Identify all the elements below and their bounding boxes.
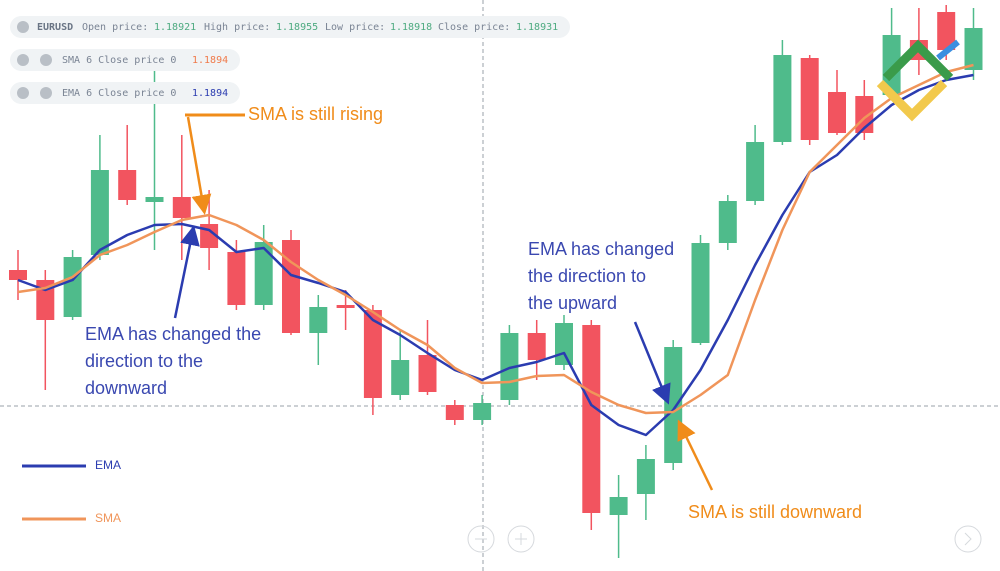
annotation: SMA is still downward [688, 502, 862, 522]
symbol: EURUSD [37, 22, 73, 33]
legend: EMA SMA [22, 458, 121, 525]
annotation: the upward [528, 293, 617, 313]
open-label: Open price: [82, 22, 148, 33]
line-sma [17, 63, 974, 415]
candle-body [63, 257, 82, 317]
low-value: 1.18918 [390, 22, 432, 33]
indicator-pill [10, 49, 240, 71]
annotation-arrow [173, 225, 200, 319]
open-value: 1.18921 [154, 22, 196, 33]
annotation-arrow [186, 116, 212, 215]
candle-body [418, 355, 437, 392]
legend-label: EMA [95, 458, 121, 472]
legend-label: SMA [95, 511, 121, 525]
candle-body [445, 405, 464, 420]
candle-body [582, 325, 601, 513]
candle-body [718, 201, 737, 243]
candle-body [309, 307, 328, 333]
candle-body [609, 497, 628, 515]
candle-body [800, 58, 819, 140]
indicator-list: SMA 6 Close price 0 1.1894 EMA 6 Close pri… [10, 49, 240, 104]
settings-icon[interactable] [40, 87, 52, 99]
candle-body [282, 240, 300, 333]
candle-body [555, 323, 573, 365]
candle-body [691, 243, 710, 343]
candle-body [9, 270, 27, 280]
annotations: SMA is still rising EMA has changed the di… [85, 104, 862, 522]
candle-body [391, 360, 410, 395]
candle-body [746, 142, 765, 201]
settings-icon[interactable] [17, 21, 29, 33]
high-value: 1.18955 [276, 22, 318, 33]
annotation-arrow [633, 321, 671, 405]
candle-body [90, 170, 109, 255]
candle-body [336, 305, 355, 308]
annotation: the direction to [528, 266, 646, 286]
annotation: EMA has changed the [85, 324, 261, 344]
candle-body [937, 12, 956, 50]
high-label: High price: [204, 22, 270, 33]
candle-body [527, 333, 546, 360]
indicator-value: 1.1894 [192, 55, 228, 66]
candle-body [664, 347, 683, 463]
annotation: SMA is still rising [248, 104, 383, 124]
candle-body [227, 252, 246, 305]
indicator-value: 1.1894 [192, 88, 228, 99]
candle-body [882, 35, 901, 95]
indicator-label: SMA 6 Close price 0 [62, 55, 176, 66]
candle-body [118, 170, 137, 200]
zoom-in-button[interactable] [507, 525, 535, 553]
candle-body [254, 242, 273, 305]
header-pill [10, 16, 570, 38]
candle-body [964, 28, 983, 70]
plot-area [9, 5, 983, 558]
annotation: direction to the [85, 351, 203, 371]
logo [876, 39, 960, 122]
annotation-arrow [677, 419, 714, 491]
remove-icon[interactable] [17, 87, 29, 99]
candle-body [36, 280, 55, 320]
candle-body [636, 459, 655, 494]
close-label: Close price: [438, 22, 510, 33]
candle-body [145, 197, 164, 202]
indicator-pill [10, 82, 240, 104]
indicator-label: EMA 6 Close price 0 [62, 88, 176, 99]
icon [515, 533, 527, 545]
candle-body [172, 197, 191, 218]
icon [964, 532, 972, 546]
zoom-out-button[interactable] [467, 525, 495, 553]
low-label: Low price: [325, 22, 385, 33]
candle-body [473, 403, 492, 420]
settings-icon[interactable] [40, 54, 52, 66]
candle-body [828, 92, 846, 133]
candle-body [363, 310, 382, 398]
remove-icon[interactable] [17, 54, 29, 66]
close-value: 1.18931 [516, 22, 558, 33]
annotation: downward [85, 378, 167, 398]
annotation: EMA has changed [528, 239, 674, 259]
candle-body [773, 55, 792, 142]
scroll-button[interactable] [954, 525, 982, 553]
